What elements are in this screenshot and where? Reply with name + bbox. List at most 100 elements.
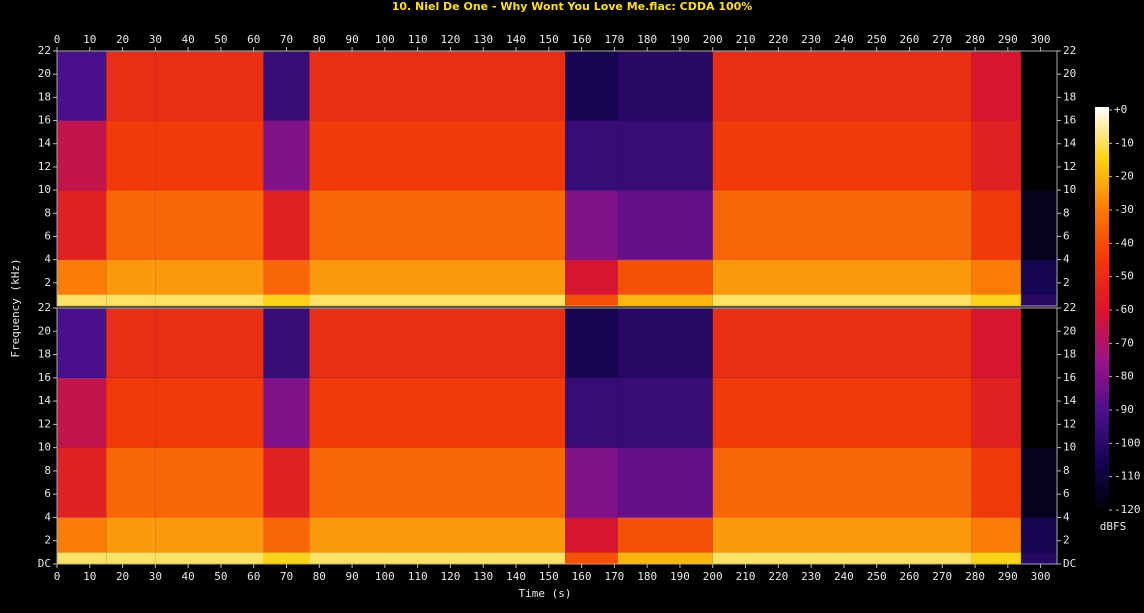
x-tick-label: 160 — [572, 570, 592, 583]
heatmap-cell — [263, 308, 310, 378]
y-tick-label: 8 — [1063, 464, 1070, 477]
y-tick-label: 18 — [1063, 90, 1076, 103]
x-tick-label: 30 — [149, 570, 162, 583]
y-tick-label: 14 — [38, 137, 52, 150]
x-tick-label: 80 — [313, 33, 326, 46]
heatmap-cell — [155, 120, 264, 191]
heatmap-cell — [155, 51, 264, 121]
x-tick-label: 60 — [247, 33, 260, 46]
heatmap-cell — [712, 120, 972, 191]
heatmap-cell — [106, 190, 156, 260]
y-tick-label: 18 — [38, 90, 51, 103]
x-tick-label: 200 — [703, 33, 723, 46]
x-tick-label: 190 — [670, 570, 690, 583]
heatmap-cell — [57, 120, 107, 191]
x-tick-label: 290 — [998, 570, 1018, 583]
heatmap-cell — [155, 517, 264, 553]
x-tick-label: 150 — [539, 570, 559, 583]
heatmap-cell — [617, 552, 713, 564]
x-tick-label: 60 — [247, 570, 260, 583]
heatmap-cell — [565, 447, 618, 518]
x-tick-label: 80 — [313, 570, 326, 583]
x-tick-label: 220 — [768, 33, 788, 46]
y-tick-label: 8 — [44, 464, 51, 477]
heatmap-cell — [617, 120, 713, 191]
heatmap-cell — [106, 120, 156, 191]
y-tick-label: 10 — [1063, 441, 1076, 454]
x-tick-label: 150 — [539, 33, 559, 46]
heatmap-cell — [106, 259, 156, 295]
heatmap-cell — [1020, 308, 1057, 378]
x-tick-label: 10 — [83, 33, 96, 46]
heatmap-cell — [712, 447, 972, 518]
heatmap-cell — [309, 517, 566, 553]
heatmap-cell — [106, 552, 156, 564]
y-tick-label: 4 — [1063, 253, 1070, 266]
x-tick-label: 230 — [801, 33, 821, 46]
x-tick-label: 220 — [768, 570, 788, 583]
colorbar-tick-label: -20 — [1114, 170, 1134, 183]
heatmap-cell — [712, 190, 972, 260]
x-tick-label: 130 — [473, 570, 493, 583]
colorbar-tick-label: -40 — [1114, 236, 1134, 249]
heatmap-cell — [309, 552, 566, 564]
x-tick-label: 0 — [54, 33, 61, 46]
heatmap-cell — [309, 294, 566, 306]
x-tick-label: 20 — [116, 33, 129, 46]
y-tick-label: 14 — [38, 394, 52, 407]
x-tick-label: 290 — [998, 33, 1018, 46]
heatmap-cell — [565, 517, 618, 553]
heatmap-cell — [712, 51, 972, 121]
y-tick-label: 20 — [1063, 67, 1076, 80]
colorbar-tick-label: -70 — [1114, 336, 1134, 349]
heatmap-cell — [617, 259, 713, 295]
heatmap-cell — [106, 517, 156, 553]
x-tick-label: 110 — [408, 33, 428, 46]
colorbar-tick-label: -30 — [1114, 203, 1134, 216]
y-tick-label: 22 — [38, 44, 51, 57]
x-tick-label: 70 — [280, 33, 293, 46]
colorbar-tick-label: -60 — [1114, 303, 1134, 316]
heatmap-cell — [712, 259, 972, 295]
heatmap-cell — [712, 517, 972, 553]
heatmap-cell — [971, 190, 1021, 260]
heatmap-cell — [106, 294, 156, 306]
y-tick-label: 12 — [1063, 160, 1076, 173]
heatmap-cell — [263, 294, 310, 306]
x-tick-label: 260 — [900, 33, 920, 46]
heatmap-cell — [263, 447, 310, 518]
colorbar-tick-label: -50 — [1114, 270, 1134, 283]
heatmap-cell — [263, 190, 310, 260]
heatmap-cell — [971, 447, 1021, 518]
heatmap-cell — [565, 377, 618, 448]
heatmap-cell — [155, 308, 264, 378]
y-tick-label: 6 — [44, 487, 51, 500]
y-tick-label: 4 — [44, 510, 51, 523]
heatmap-cell — [57, 308, 107, 378]
heatmap-cell — [106, 377, 156, 448]
heatmap-cell — [57, 190, 107, 260]
y-tick-label: DC — [1063, 557, 1076, 570]
x-tick-label: 90 — [345, 33, 358, 46]
heatmap-cell — [309, 308, 566, 378]
plot-frame — [56, 307, 1058, 565]
x-tick-label: 240 — [834, 570, 854, 583]
heatmap-cell — [971, 294, 1021, 306]
y-tick-label: 2 — [44, 276, 51, 289]
x-tick-label: 10 — [83, 570, 96, 583]
heatmap-cell — [155, 294, 264, 306]
heatmap-cell — [155, 377, 264, 448]
colorbar — [1095, 107, 1109, 513]
x-tick-label: 270 — [932, 33, 952, 46]
heatmap-cell — [617, 294, 713, 306]
x-tick-label: 190 — [670, 33, 690, 46]
y-axis-label: Frequency (kHz) — [9, 258, 22, 357]
heatmap-cell — [263, 377, 310, 448]
heatmap-cell — [712, 308, 972, 378]
y-tick-label: 2 — [44, 534, 51, 547]
colorbar-tick-label: -90 — [1114, 403, 1134, 416]
heatmap-cell — [617, 308, 713, 378]
y-tick-label: 18 — [1063, 348, 1076, 361]
heatmap-cell — [155, 447, 264, 518]
